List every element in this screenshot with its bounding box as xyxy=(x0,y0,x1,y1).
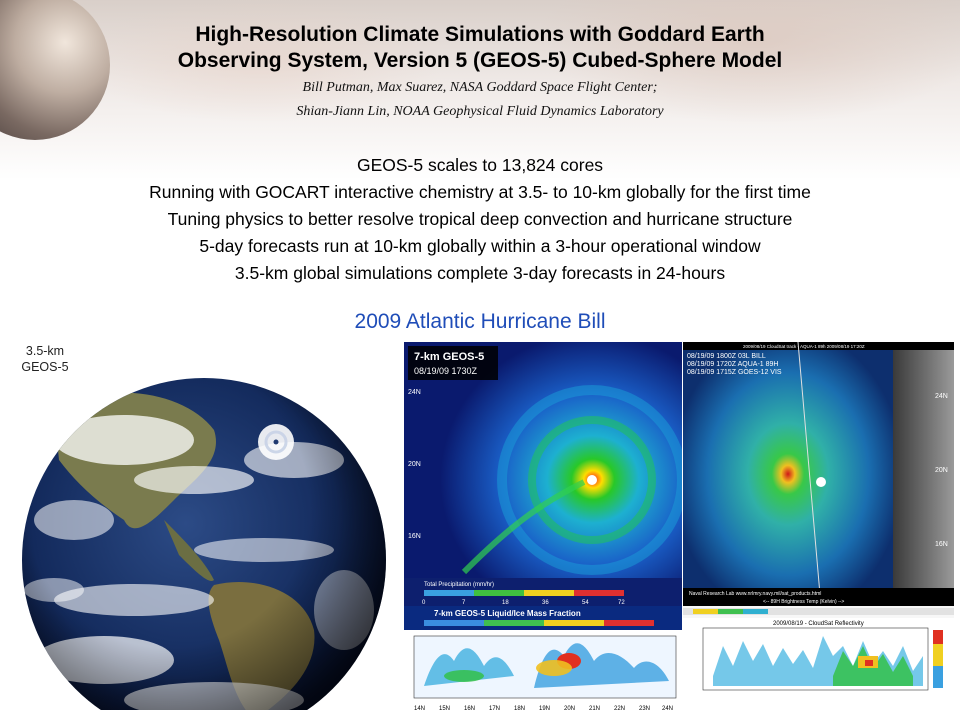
mass-axis-tick: 15N xyxy=(439,706,450,712)
sim-lat-label: 16N xyxy=(408,533,421,540)
sat-footer: Naval Research Lab www.nrlmry.navy.mil/s… xyxy=(689,591,821,597)
colorbar-tick: 0 xyxy=(422,600,426,606)
sat-info-line: 08/19/09 1720Z AQUA-1 89H xyxy=(687,361,778,368)
mass-axis-tick: 17N xyxy=(489,706,500,712)
colorbar-tick: 7 xyxy=(462,600,466,606)
sat-legend: <-- 89H Brightness Temp (Kelvin) --> xyxy=(763,599,844,605)
globe-image xyxy=(22,378,386,710)
bullet-item: GEOS-5 scales to 13,824 cores xyxy=(356,155,604,175)
slide-title-line2: Observing System, Version 5 (GEOS-5) Cub… xyxy=(177,49,783,72)
colorbar-tick: 18 xyxy=(502,600,509,606)
mass-axis-tick: 21N xyxy=(589,706,600,712)
cloudsat-reflectivity-panel: 2009/08/19 - CloudSat Reflectivity xyxy=(683,606,954,716)
mass-axis-tick: 14N xyxy=(414,706,425,712)
sat-lat-label: 24N xyxy=(935,393,948,400)
colorbar-tick: 72 xyxy=(618,600,625,606)
bullet-item: 3.5-km global simulations complete 3-day… xyxy=(234,263,726,283)
section-title: 2009 Atlantic Hurricane Bill xyxy=(354,310,606,333)
colorbar-tick: 54 xyxy=(582,600,589,606)
mass-axis-tick: 18N xyxy=(514,706,525,712)
colorbar-tick: 36 xyxy=(542,600,549,606)
mass-axis-tick: 23N xyxy=(639,706,650,712)
sat-info-line: 08/19/09 1800Z 03L BILL xyxy=(687,353,766,360)
mass-title: 7-km GEOS-5 Liquid/Ice Mass Fraction xyxy=(434,609,581,618)
mass-axis-tick: 19N xyxy=(539,706,550,712)
satellite-observation-panel: 2009/08/19 CloudSat track - AQUA-1 89h 2… xyxy=(683,342,954,606)
header-background xyxy=(0,0,960,180)
cloudsat-track xyxy=(797,342,822,606)
authors-line2: Shian-Jiann Lin, NOAA Geophysical Fluid … xyxy=(296,104,664,119)
slide-title-line1: High-Resolution Climate Simulations with… xyxy=(195,23,765,46)
sat-lat-label: 16N xyxy=(935,541,948,548)
sim-label-box xyxy=(408,346,498,380)
sim-lat-label: 20N xyxy=(408,461,421,468)
sat-lat-label: 20N xyxy=(935,467,948,474)
globe-label-line1: 3.5-km xyxy=(25,344,65,358)
sat-header: 2009/08/19 CloudSat track - AQUA-1 89h 2… xyxy=(743,344,865,349)
simulation-precip-panel: 7-km GEOS-5 08/19/09 1730Z 24N 20N 16N T… xyxy=(404,342,682,606)
sim-model-label: 7-km GEOS-5 xyxy=(414,351,484,363)
sim-timestamp: 08/19/09 1730Z xyxy=(414,366,478,376)
slide-header: High-Resolution Climate Simulations with… xyxy=(0,22,960,122)
bullet-item: Running with GOCART interactive chemistr… xyxy=(149,182,811,202)
globe-label-line2: GEOS-5 xyxy=(21,360,69,374)
mass-axis-tick: 24N xyxy=(662,706,673,712)
mass-axis-tick: 22N xyxy=(614,706,625,712)
bullet-item: Tuning physics to better resolve tropica… xyxy=(167,209,793,229)
colorbar-title: Total Precipitation (mm/hr) xyxy=(424,582,494,588)
sim-lat-label: 24N xyxy=(408,389,421,396)
cloudsat-title: 2009/08/19 - CloudSat Reflectivity xyxy=(773,621,864,627)
bullet-list: GEOS-5 scales to 13,824 cores Running wi… xyxy=(0,152,960,287)
mass-fraction-panel: 7-km GEOS-5 Liquid/Ice Mass Fraction 14N… xyxy=(404,606,682,716)
bullet-item: 5-day forecasts run at 10-km globally wi… xyxy=(199,236,761,256)
mass-axis-tick: 16N xyxy=(464,706,475,712)
sat-info-line: 08/19/09 1715Z GOES-12 VIS xyxy=(687,369,782,376)
authors-line1: Bill Putman, Max Suarez, NASA Goddard Sp… xyxy=(302,80,658,95)
globe-label: 3.5-km GEOS-5 xyxy=(10,343,80,375)
mass-axis-tick: 20N xyxy=(564,706,575,712)
